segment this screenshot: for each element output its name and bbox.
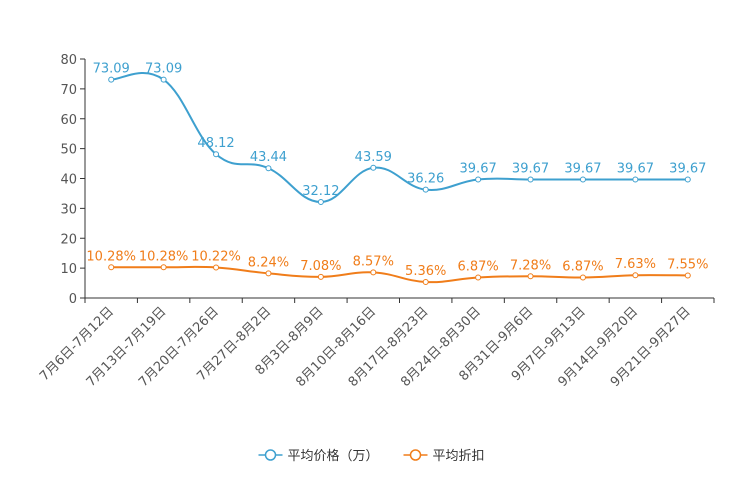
data-label: 7.28% bbox=[510, 258, 551, 273]
data-point bbox=[475, 176, 482, 183]
data-point bbox=[370, 164, 377, 171]
y-tick-label: 0 bbox=[69, 292, 77, 307]
data-label: 39.67 bbox=[460, 161, 497, 176]
data-label: 10.28% bbox=[139, 249, 189, 264]
data-label: 73.09 bbox=[93, 62, 130, 77]
data-point bbox=[160, 76, 167, 83]
legend-item-1[interactable]: 平均价格（万） bbox=[258, 448, 379, 464]
y-tick-label: 40 bbox=[60, 173, 77, 188]
data-label: 39.67 bbox=[617, 161, 654, 176]
data-label: 43.44 bbox=[250, 150, 287, 165]
data-point bbox=[160, 264, 167, 271]
legend-marker-icon bbox=[409, 449, 422, 461]
data-point bbox=[108, 264, 115, 271]
data-point bbox=[213, 264, 220, 271]
y-tick-label: 20 bbox=[60, 232, 77, 247]
data-point bbox=[475, 274, 482, 281]
data-label: 36.26 bbox=[407, 172, 444, 187]
data-label: 5.36% bbox=[405, 264, 446, 279]
data-label: 10.22% bbox=[191, 249, 241, 264]
legend-label: 平均价格（万） bbox=[288, 448, 379, 464]
data-point bbox=[527, 273, 534, 280]
data-label: 43.59 bbox=[355, 150, 392, 165]
data-point bbox=[579, 274, 586, 281]
data-label: 10.28% bbox=[86, 249, 136, 264]
data-label: 7.55% bbox=[667, 257, 708, 272]
y-tick-label: 60 bbox=[60, 113, 77, 128]
data-point bbox=[370, 269, 377, 276]
y-tick-label: 30 bbox=[60, 202, 77, 217]
data-point bbox=[527, 176, 534, 183]
y-tick-label: 80 bbox=[60, 53, 77, 68]
data-label: 6.87% bbox=[457, 259, 498, 274]
data-point bbox=[684, 176, 691, 183]
data-label: 7.08% bbox=[300, 259, 341, 274]
data-label: 6.87% bbox=[562, 259, 603, 274]
data-label: 32.12 bbox=[302, 184, 339, 199]
data-label: 39.67 bbox=[564, 161, 601, 176]
legend-item-2[interactable]: 平均折扣 bbox=[403, 449, 485, 464]
legend-label: 平均折扣 bbox=[433, 449, 485, 464]
y-tick-label: 70 bbox=[60, 83, 77, 98]
legend-marker-icon bbox=[264, 449, 277, 461]
data-point bbox=[265, 270, 272, 277]
data-point bbox=[422, 278, 429, 285]
data-label: 7.63% bbox=[615, 257, 656, 272]
data-point bbox=[632, 176, 639, 183]
data-point bbox=[422, 186, 429, 193]
data-label: 8.57% bbox=[353, 254, 394, 269]
data-label: 39.67 bbox=[512, 161, 549, 176]
y-tick-label: 50 bbox=[60, 143, 77, 158]
data-point bbox=[317, 273, 324, 280]
data-label: 73.09 bbox=[145, 62, 182, 77]
data-label: 39.67 bbox=[669, 161, 706, 176]
data-point bbox=[108, 76, 115, 83]
data-point bbox=[684, 272, 691, 279]
data-point bbox=[317, 199, 324, 206]
series-line-2 bbox=[111, 265, 688, 284]
data-label: 48.12 bbox=[197, 136, 234, 151]
y-tick-label: 10 bbox=[60, 262, 77, 277]
data-point bbox=[579, 176, 586, 183]
data-point bbox=[632, 272, 639, 279]
data-point bbox=[265, 165, 272, 172]
data-point bbox=[213, 151, 220, 158]
data-label: 8.24% bbox=[248, 255, 289, 270]
